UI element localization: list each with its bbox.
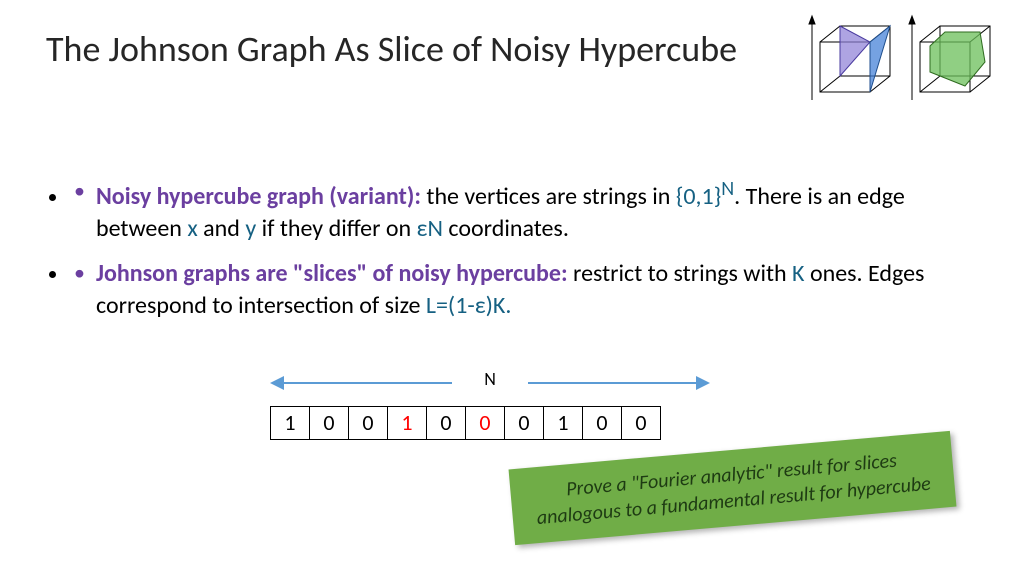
callout-box: Prove a "Fourier analytic" result for sl… <box>508 431 956 545</box>
bit-cell: 1 <box>270 406 310 440</box>
bit-cell: 0 <box>465 406 505 440</box>
bullet-bold: Johnson graphs are "slices" of noisy hyp… <box>96 259 568 288</box>
bit-cell: 0 <box>582 406 622 440</box>
bit-cell: 0 <box>426 406 466 440</box>
width-arrow: N <box>270 370 710 400</box>
bit-cell: 0 <box>504 406 544 440</box>
bullet-bold: Noisy hypercube graph (variant): <box>96 182 421 211</box>
bullet-list: Noisy hypercube graph (variant): the ver… <box>70 176 950 335</box>
bit-cell: 1 <box>543 406 583 440</box>
bit-cell: 0 <box>309 406 349 440</box>
bit-string-diagram: N 1001000100 <box>270 370 710 440</box>
n-label: N <box>478 368 502 390</box>
bit-cell: 1 <box>387 406 427 440</box>
bullet-item: Johnson graphs are "slices" of noisy hyp… <box>70 258 950 323</box>
bit-cell: 0 <box>348 406 388 440</box>
hypercube-illustration <box>802 12 1002 112</box>
bullet-item: Noisy hypercube graph (variant): the ver… <box>70 176 950 246</box>
bit-cell: 0 <box>621 406 661 440</box>
slide-title: The Johnson Graph As Slice of Noisy Hype… <box>46 28 746 71</box>
bit-row: 1001000100 <box>270 406 710 440</box>
